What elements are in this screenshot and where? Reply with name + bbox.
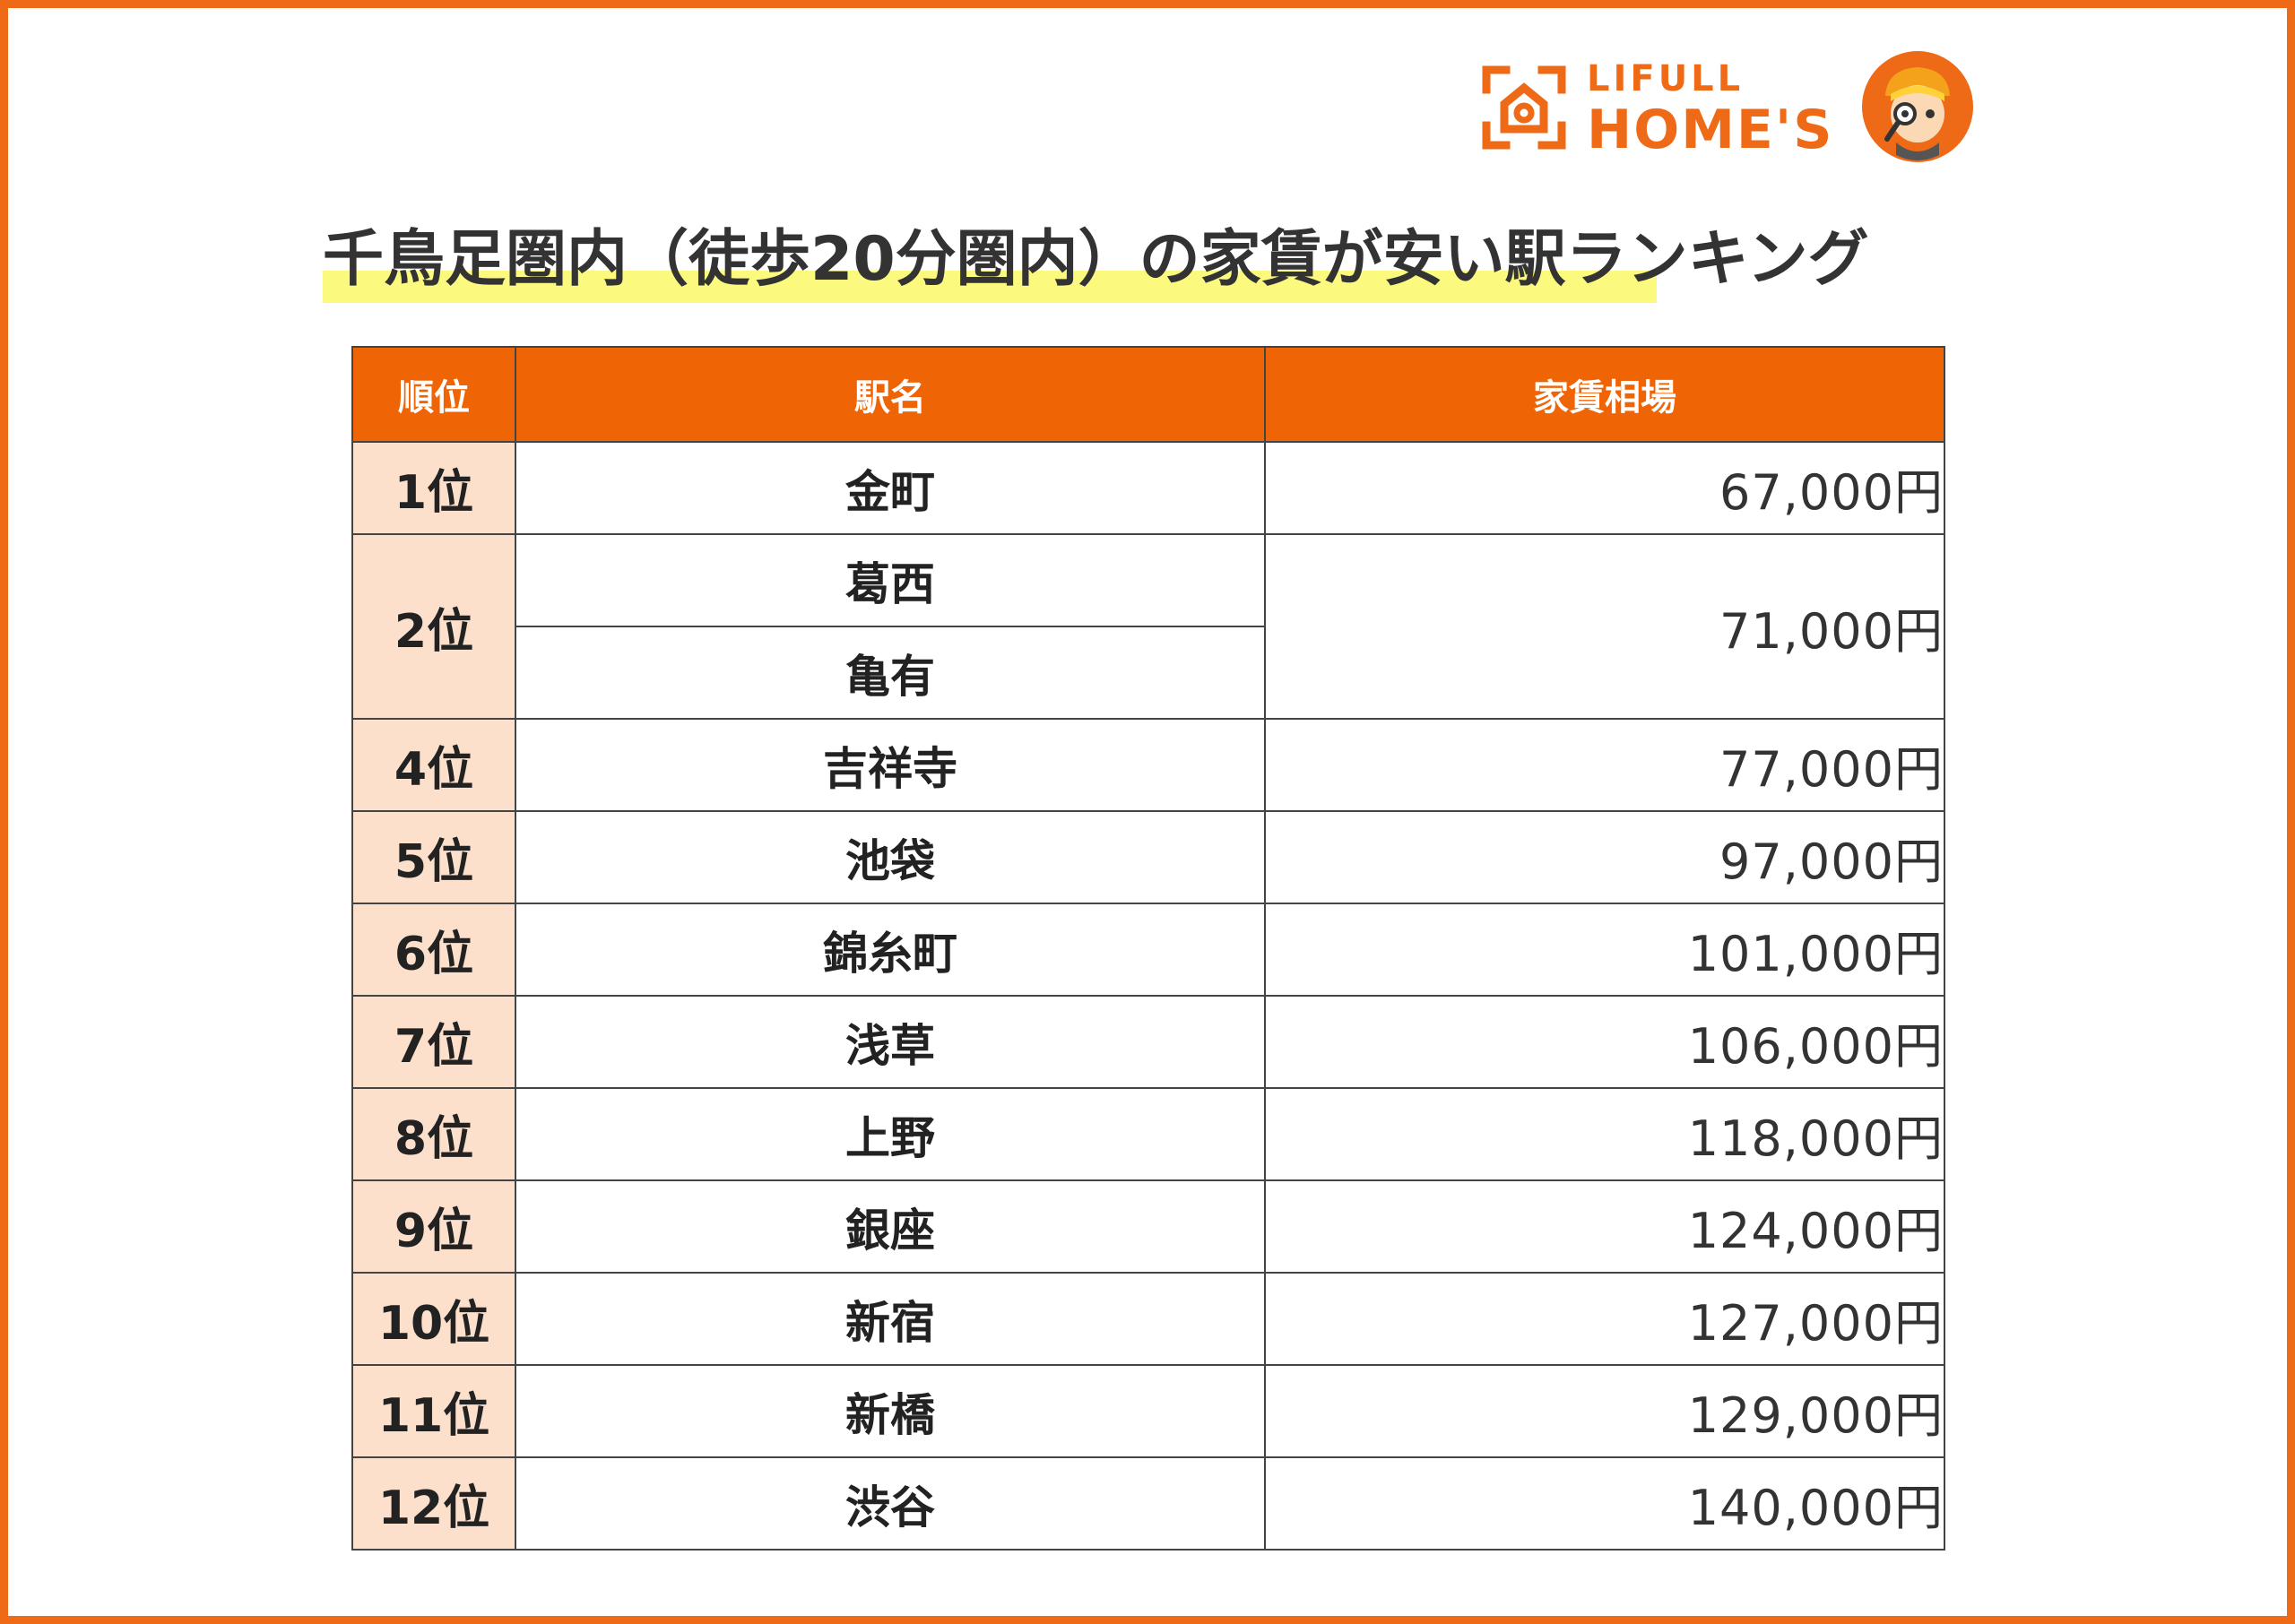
station-cell: 銀座 [515, 1179, 1266, 1274]
house-logo-icon [1482, 65, 1566, 150]
table-row: 7位 浅草 106,000円 [351, 995, 1945, 1089]
rank-cell: 1位 [351, 441, 516, 535]
rank-cell: 10位 [351, 1272, 516, 1366]
header-rent: 家賃相場 [1264, 346, 1945, 443]
table-row: 12位 渋谷 140,000円 [351, 1456, 1945, 1551]
rent-cell: 129,000円 [1264, 1364, 1945, 1458]
brand-line2: HOME'S [1587, 99, 1834, 161]
station-cell: 渋谷 [515, 1456, 1266, 1551]
rank-cell: 2位 [351, 533, 516, 720]
brand-logo: LIFULL HOME'S [1479, 49, 1981, 170]
title-highlight [323, 271, 1657, 303]
table-row: 亀有 [352, 626, 1944, 720]
rent-cell: 106,000円 [1264, 995, 1945, 1089]
table-row: 1位 金町 67,000円 [351, 441, 1945, 535]
title-text: 千鳥足圏内（徒歩20分圏内）の家賃が安い駅ランキング [323, 224, 1869, 295]
table-row: 6位 錦糸町 101,000円 [351, 903, 1945, 997]
detective-mascot-icon [1862, 51, 1973, 162]
station-cell: 浅草 [515, 995, 1266, 1089]
station-cell: 亀有 [515, 626, 1266, 720]
table-row: 10位 新宿 127,000円 [351, 1272, 1945, 1366]
rent-cell: 118,000円 [1264, 1087, 1945, 1181]
station-cell: 上野 [515, 1087, 1266, 1181]
station-cell: 新宿 [515, 1272, 1266, 1366]
ranking-table: 順位 駅名 家賃相場 1位 金町 67,000円 2位 葛西 71,000円 亀… [351, 346, 1945, 1551]
table-row: 8位 上野 118,000円 [351, 1087, 1945, 1181]
table-row: 4位 吉祥寺 77,000円 [351, 718, 1945, 812]
rent-cell: 101,000円 [1264, 903, 1945, 997]
rent-cell: 140,000円 [1264, 1456, 1945, 1551]
station-cell: 金町 [515, 441, 1266, 535]
chart-title: 千鳥足圏内（徒歩20分圏内）の家賃が安い駅ランキング [323, 215, 2026, 314]
rank-cell: 6位 [351, 903, 516, 997]
table-header-row: 順位 駅名 家賃相場 [351, 346, 1945, 443]
rank-cell: 8位 [351, 1087, 516, 1181]
rent-cell: 124,000円 [1264, 1179, 1945, 1274]
rank-cell: 4位 [351, 718, 516, 812]
table-row: 2位 葛西 71,000円 [351, 533, 1945, 720]
table-row: 9位 銀座 124,000円 [351, 1179, 1945, 1274]
station-cell: 葛西 [515, 533, 1266, 627]
station-cell: 錦糸町 [515, 903, 1266, 997]
rank-cell: 9位 [351, 1179, 516, 1274]
rent-cell: 97,000円 [1264, 810, 1945, 904]
station-cell: 新橋 [515, 1364, 1266, 1458]
header-station: 駅名 [515, 346, 1266, 443]
table-row: 11位 新橋 129,000円 [351, 1364, 1945, 1458]
rent-cell: 67,000円 [1264, 441, 1945, 535]
rent-cell: 71,000円 [1264, 533, 1945, 720]
rank-cell: 11位 [351, 1364, 516, 1458]
station-cell: 池袋 [515, 810, 1266, 904]
brand-line1: LIFULL [1587, 58, 1745, 99]
rank-cell: 5位 [351, 810, 516, 904]
rent-cell: 77,000円 [1264, 718, 1945, 812]
station-cell: 吉祥寺 [515, 718, 1266, 812]
rent-cell: 127,000円 [1264, 1272, 1945, 1366]
header-rank: 順位 [351, 346, 516, 443]
table-row: 5位 池袋 97,000円 [351, 810, 1945, 904]
rank-cell: 7位 [351, 995, 516, 1089]
rank-cell: 12位 [351, 1456, 516, 1551]
